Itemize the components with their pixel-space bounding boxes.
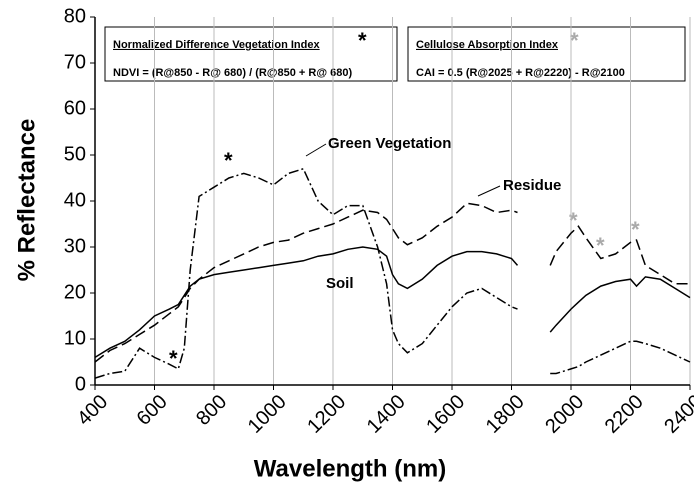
y-tick-label: 80 — [64, 5, 86, 27]
cai-title: Cellulose Absorption Index — [416, 39, 559, 51]
x-tick-label: 1600 — [422, 391, 469, 438]
y-tick-label: 50 — [64, 143, 86, 165]
marker: * — [631, 217, 640, 242]
x-tick-label: 600 — [133, 391, 172, 430]
y-tick-label: 60 — [64, 97, 86, 119]
data-line — [94, 202, 690, 363]
series-label: Residue — [503, 177, 561, 194]
y-tick-label: 10 — [64, 327, 86, 349]
x-tick-label: 2400 — [660, 391, 694, 438]
marker: * — [224, 148, 233, 173]
x-tick-label: 800 — [192, 391, 231, 430]
y-tick-label: 40 — [64, 189, 86, 211]
x-tick-label: 400 — [73, 391, 112, 430]
x-tick-label: 2200 — [601, 391, 648, 438]
x-tick-label: 1000 — [244, 391, 291, 438]
leader-line — [305, 143, 327, 157]
x-tick-label: 1200 — [303, 391, 350, 438]
y-tick-label: 70 — [64, 51, 86, 73]
ndvi-marker: * — [358, 28, 367, 53]
ndvi-box — [104, 26, 398, 82]
marker: * — [569, 208, 578, 233]
marker: * — [169, 346, 178, 371]
cai-box — [407, 26, 686, 82]
series-label: Green Vegetation — [328, 135, 451, 152]
x-tick-label: 1800 — [482, 391, 529, 438]
x-axis-label: Wavelength (nm) — [254, 455, 446, 482]
ndvi-formula: NDVI = (R@850 - R@ 680) / (R@850 + R@ 68… — [113, 67, 352, 79]
cai-marker: * — [570, 28, 579, 53]
y-tick-label: 0 — [75, 373, 86, 395]
y-tick-label: 30 — [64, 235, 86, 257]
ndvi-title: Normalized Difference Vegetation Index — [113, 39, 320, 51]
data-line — [94, 167, 691, 379]
x-tick-label: 2000 — [541, 391, 588, 438]
y-axis-label: % Reflectance — [13, 119, 40, 282]
leader-line — [477, 185, 501, 197]
cai-formula: CAI = 0.5 (R@2025 + R@2220) - R@2100 — [416, 67, 625, 79]
y-tick-label: 20 — [64, 281, 86, 303]
data-line — [94, 246, 691, 359]
x-tick-label: 1400 — [363, 391, 410, 438]
series-label: Soil — [326, 275, 354, 292]
marker: * — [596, 233, 605, 258]
